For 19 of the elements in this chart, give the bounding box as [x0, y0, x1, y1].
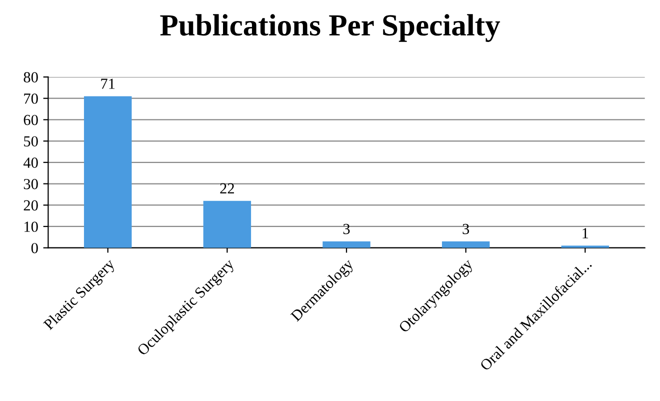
- bar: [203, 200, 252, 248]
- data-label: 71: [101, 78, 115, 89]
- bar: [442, 241, 490, 248]
- data-label: 3: [343, 224, 350, 234]
- bar: [322, 241, 370, 248]
- y-tick-label: 40: [23, 158, 38, 168]
- y-tick-label: 10: [24, 222, 38, 232]
- chart-title: Publications Per Specialty: [160, 14, 500, 42]
- bar: [84, 96, 132, 248]
- y-tick-label: 80: [24, 72, 38, 82]
- data-label: 3: [462, 224, 470, 234]
- y-tick-label: 0: [31, 242, 38, 254]
- y-tick-label: 60: [24, 114, 38, 126]
- y-tick-label: 50: [24, 136, 38, 147]
- data-label: 22: [220, 183, 234, 194]
- data-label: 1: [582, 228, 588, 238]
- y-tick-label: 30: [24, 178, 38, 190]
- y-tick-label: 70: [24, 93, 38, 104]
- y-tick-label: 20: [24, 200, 38, 211]
